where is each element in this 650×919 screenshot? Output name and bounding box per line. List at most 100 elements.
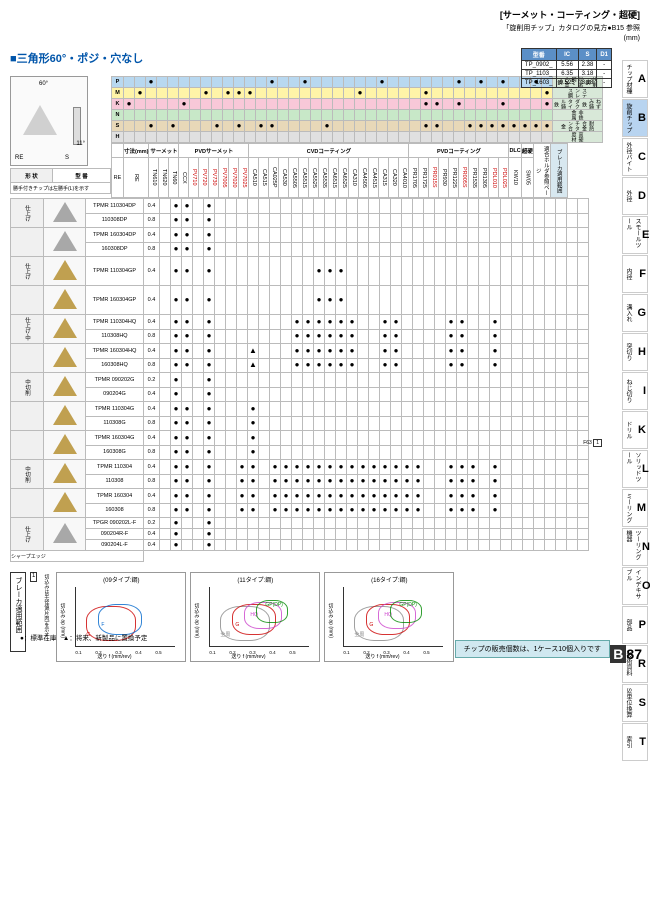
side-tab-L[interactable]: ソリッドツールL (622, 450, 648, 488)
grade-code: PR1305 (479, 158, 489, 198)
shape-icon (44, 228, 86, 257)
grade-code: CA310 (349, 158, 359, 198)
grade-code: PR005S (459, 158, 469, 198)
grade-code: CA025P (269, 158, 279, 198)
model-number: TPMR 160304G (86, 431, 144, 446)
col-group: 寸法(mm) (124, 144, 149, 158)
grade-code: CA4515 (369, 158, 379, 198)
shape-icon (44, 199, 86, 228)
shape-icon (44, 460, 86, 489)
chart: (16タイプ:鋼)全周GHQGP(DP)切込み ap (mm)送り f (mm/… (324, 572, 454, 662)
grade-code: PR015S (429, 158, 439, 198)
grade-code: CA5525 (309, 158, 319, 198)
category-header: [サーメット・コーティング・超硬] (10, 8, 640, 21)
grade-code: TN610 (149, 158, 159, 198)
col-group: PVDコーティング (409, 144, 509, 158)
side-tab-P[interactable]: 部品P (622, 606, 648, 644)
grade-code: CA6525 (339, 158, 349, 198)
grade-code: CA315 (379, 158, 389, 198)
model-number: 160308 (86, 503, 144, 518)
grade-code: CA515 (259, 158, 269, 198)
side-tab-K[interactable]: ドリルK (622, 411, 648, 449)
side-tab-S[interactable]: SI単位換算S (622, 684, 648, 722)
spec-th: IC (556, 49, 578, 61)
model-number: 160308HQ (86, 358, 144, 373)
model-number: 110308G (86, 416, 144, 431)
grade-code: PR1705 (409, 158, 419, 198)
legend: ●：標準在庫 ▲：将来、新製品に置換予定 (20, 632, 147, 642)
model-number: TPMR 090202G (86, 373, 144, 388)
grade-code: PV7005 (219, 158, 229, 198)
col-group: サーメット (149, 144, 179, 158)
model-number: TPMR 160304GP (86, 286, 144, 315)
model-number: TPMR 110304G (86, 402, 144, 417)
model-number: 160308DP (86, 242, 144, 257)
grade-code: CA510 (249, 158, 259, 198)
model-number: TPMR 160304HQ (86, 344, 144, 359)
guide-text: 「旋削用チップ」カタログの見方●B15 参照 (10, 23, 640, 33)
col-group: PVDサーメット (179, 144, 249, 158)
grade-code: PV7020 (229, 158, 239, 198)
grade-code: PV7025 (239, 158, 249, 198)
hand-note: 勝手付きチップは左勝手(L)を示す (11, 183, 111, 194)
grade-code: KW10 (509, 158, 521, 198)
side-tab-I[interactable]: ねじ切りI (622, 372, 648, 410)
grade-code: PV710 (189, 158, 199, 198)
chart: (11タイプ:鋼)全周GHQGP(DP)切込み ap (mm)送り f (mm/… (190, 572, 320, 662)
shape-icon (44, 257, 86, 286)
grade-code: PDL025 (499, 158, 509, 198)
spec-th: D1 (597, 49, 612, 61)
side-tab-E[interactable]: スモールツールE (622, 216, 648, 254)
side-tab-N[interactable]: ツーリング機器N (622, 528, 648, 566)
spec-th: 型番 (521, 49, 556, 61)
model-number: TPMR 110304DP (86, 199, 144, 214)
grade-code: PR1225 (449, 158, 459, 198)
side-tab-O[interactable]: インデキサブルO (622, 567, 648, 605)
grade-code: CA5515 (299, 158, 309, 198)
grade-code: TN60 (169, 158, 179, 198)
f63-label: F63 1 (583, 440, 602, 446)
shape-icon (44, 402, 86, 431)
page-number: B87 (610, 646, 642, 662)
model-number: 110308HQ (86, 329, 144, 344)
grade-code: TN620 (159, 158, 169, 198)
side-tab-G[interactable]: 溝入れG (622, 294, 648, 332)
grade-code: PR1725 (419, 158, 429, 198)
shape-icon (44, 431, 86, 460)
grade-code: CA6515 (329, 158, 339, 198)
grade-code: PV720 (199, 158, 209, 198)
shape-header: 形 状 (11, 169, 53, 183)
grade-header: 寸法(mm)サーメットPVDサーメットCVDコーティングPVDコーティングDLC… (111, 143, 568, 198)
model-number: 090204R-F (86, 529, 144, 540)
model-number: 090204L-F (86, 540, 144, 551)
grade-code: CA320 (389, 158, 399, 198)
side-tab-H[interactable]: 突切りH (622, 333, 648, 371)
chart: (09タイプ:鋼)GF切込み ap (mm)送り f (mm/rev)0.10.… (56, 572, 186, 662)
shape-icon (44, 344, 86, 373)
grade-code: PR1535 (469, 158, 479, 198)
shape-icon (44, 373, 86, 402)
side-tab-M[interactable]: ミーリングM (622, 489, 648, 527)
grade-code: CA4010 (399, 158, 409, 198)
side-tab-F[interactable]: 内径F (622, 255, 648, 293)
side-tab-C[interactable]: 外径バイトC (622, 138, 648, 176)
spec-th: S (578, 49, 597, 61)
shape-icon (44, 518, 86, 551)
model-header: 型 番 (53, 169, 111, 183)
unit-text: (mm) (10, 35, 640, 42)
model-number: 110308 (86, 474, 144, 489)
grade-code: PDL010 (489, 158, 499, 198)
shape-icon (44, 315, 86, 344)
grade-code: CA5505 (289, 158, 299, 198)
side-tab-B[interactable]: 旋削チップB (622, 99, 648, 137)
spec-table: 型番ICSD1 TP_0902_5.562.38-TP_1103_6.353.1… (521, 48, 612, 88)
data-grid: 仕上げTPMR 110304DP0.4●●●110308DP0.8●●●TPMR… (10, 198, 589, 562)
side-tab-T[interactable]: 索引T (622, 723, 648, 761)
model-number: TPMR 110304HQ (86, 315, 144, 330)
grade-code: RE (124, 158, 149, 198)
model-number: TPMR 160304 (86, 489, 144, 504)
shape-icon (44, 286, 86, 315)
model-number: TPMR 110304GP (86, 257, 144, 286)
side-tab-A[interactable]: チップ材種A (622, 60, 648, 98)
side-tab-D[interactable]: 外径D (622, 177, 648, 215)
